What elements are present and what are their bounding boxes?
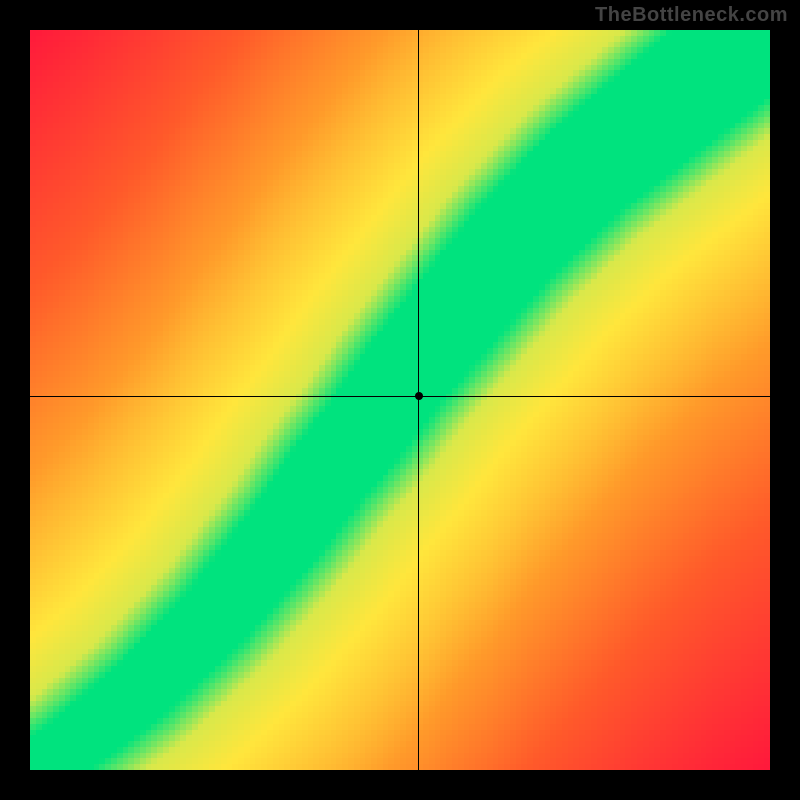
crosshair-horizontal <box>30 396 770 397</box>
figure-root: TheBottleneck.com <box>0 0 800 800</box>
crosshair-marker-point <box>415 392 423 400</box>
watermark-text: TheBottleneck.com <box>595 4 788 27</box>
heatmap-canvas <box>30 30 770 770</box>
